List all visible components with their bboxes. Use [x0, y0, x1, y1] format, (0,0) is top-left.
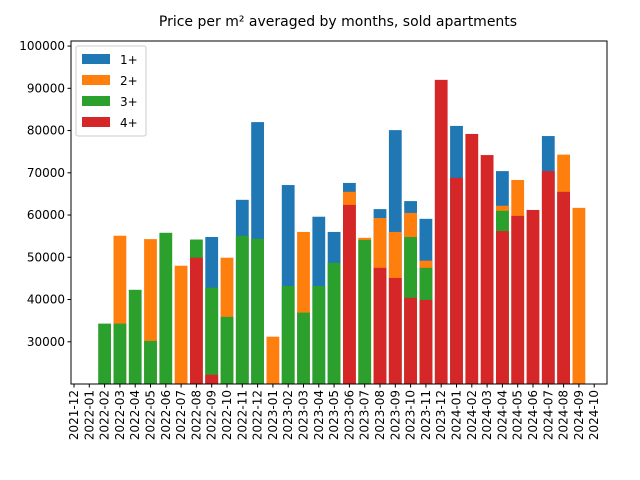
- x-tick-label: 2022-09: [205, 390, 219, 440]
- x-tick-label: 2023-11: [419, 390, 433, 440]
- x-tick-label: 2023-05: [327, 390, 341, 440]
- x-tick-label: 2024-03: [480, 390, 494, 440]
- x-tick-label: 2024-04: [495, 390, 509, 440]
- bar: [434, 79, 448, 385]
- bar: [235, 235, 249, 384]
- bar: [450, 177, 463, 384]
- bar: [281, 286, 295, 384]
- bar: [327, 262, 341, 384]
- y-tick-label: 40000: [27, 293, 65, 307]
- bar: [511, 215, 525, 384]
- x-tick-label: 2023-03: [297, 390, 311, 440]
- bar: [113, 323, 127, 384]
- legend-swatch: [82, 96, 110, 106]
- x-tick-label: 2021-12: [67, 390, 81, 440]
- x-tick-label: 2023-08: [373, 390, 387, 440]
- x-tick-label: 2023-04: [312, 390, 326, 440]
- bar: [358, 239, 372, 384]
- bar: [541, 171, 555, 384]
- bar: [572, 207, 586, 384]
- x-tick-label: 2022-11: [235, 390, 249, 440]
- legend-label: 1+: [120, 53, 138, 67]
- x-tick-label: 2023-12: [434, 390, 448, 440]
- legend-frame: [75, 45, 147, 137]
- x-tick-label: 2022-12: [251, 390, 265, 440]
- x-tick-label: 2023-09: [388, 390, 402, 440]
- x-tick-label: 2022-08: [189, 390, 203, 440]
- bar: [220, 316, 234, 384]
- bar: [465, 133, 479, 384]
- bar: [373, 267, 387, 384]
- x-tick-label: 2023-07: [358, 390, 372, 440]
- x-tick-label: 2022-07: [174, 390, 188, 440]
- x-tick-label: 2024-01: [450, 390, 464, 440]
- x-tick-label: 2023-06: [342, 390, 356, 440]
- legend-swatch: [82, 54, 110, 64]
- bar: [557, 191, 570, 384]
- y-tick-label: 30000: [27, 335, 65, 349]
- bar: [190, 257, 203, 384]
- axes-frame: [70, 40, 608, 385]
- bar: [297, 312, 310, 384]
- bar: [251, 238, 264, 384]
- x-tick-label: 2022-01: [82, 390, 96, 440]
- chart-title: Price per m² averaged by months, sold ap…: [159, 14, 517, 30]
- x-tick-label: 2024-07: [541, 390, 555, 440]
- x-tick-label: 2022-03: [113, 390, 127, 440]
- bar: [496, 231, 509, 384]
- y-tick-label: 70000: [27, 166, 65, 180]
- x-tick-label: 2024-08: [557, 390, 571, 440]
- x-tick-label: 2024-02: [465, 390, 479, 440]
- y-tick-label: 100000: [19, 39, 65, 53]
- y-tick-label: 80000: [27, 124, 65, 138]
- bar: [205, 374, 219, 384]
- bar: [480, 155, 494, 384]
- bar: [205, 287, 219, 384]
- bar: [266, 336, 280, 384]
- bar: [312, 286, 326, 384]
- bar: [174, 265, 188, 384]
- bar: [98, 323, 111, 384]
- x-tick-label: 2024-10: [587, 390, 601, 440]
- bar: [526, 209, 540, 384]
- legend-label: 3+: [120, 95, 138, 109]
- y-tick-label: 60000: [27, 208, 65, 222]
- x-tick-label: 2024-05: [511, 390, 525, 440]
- bar: [419, 299, 433, 384]
- legend-label: 4+: [120, 116, 138, 130]
- x-tick-label: 2024-06: [526, 390, 540, 440]
- bar: [388, 277, 402, 384]
- bar: [404, 297, 417, 384]
- y-tick-label: 50000: [27, 250, 65, 264]
- x-tick-label: 2023-10: [404, 390, 418, 440]
- x-tick-label: 2023-01: [266, 390, 280, 440]
- legend-label: 2+: [120, 74, 138, 88]
- x-tick-label: 2022-02: [98, 390, 112, 440]
- x-tick-label: 2022-05: [144, 390, 158, 440]
- x-tick-label: 2024-09: [572, 390, 586, 440]
- x-tick-label: 2022-04: [128, 390, 142, 440]
- legend: 1+ 2+ 3+ 4+: [75, 45, 147, 137]
- legend-swatch: [82, 117, 110, 127]
- x-tick-label: 2023-02: [281, 390, 295, 440]
- x-tick-label: 2022-10: [220, 390, 234, 440]
- x-tick-label: 2022-06: [159, 390, 173, 440]
- plot-area: 30000 40000 50000 60000 70000 80000 90000 10000…: [19, 39, 608, 440]
- bar: [144, 340, 157, 384]
- y-tick-label: 90000: [27, 81, 65, 95]
- legend-swatch: [82, 75, 110, 85]
- bar: [128, 289, 142, 384]
- bar: [343, 204, 356, 384]
- bar: [159, 232, 173, 384]
